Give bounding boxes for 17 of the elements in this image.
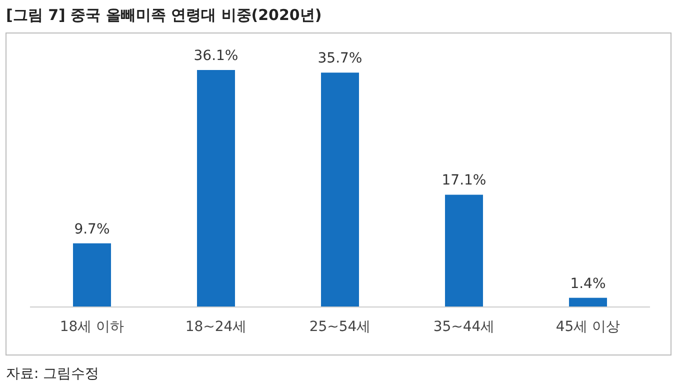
- x-tick-label: 25~54세: [309, 319, 371, 335]
- x-tick-label: 45세 이상: [556, 319, 620, 335]
- x-tick-label: 35~44세: [433, 319, 495, 335]
- bar: [569, 298, 607, 307]
- x-tick-label: 18~24세: [185, 319, 247, 335]
- data-label: 36.1%: [194, 48, 238, 64]
- bar: [321, 72, 359, 307]
- chart-title: [그림 7] 중국 올빼미족 연령대 비중(2020년): [6, 6, 322, 24]
- bar: [445, 194, 483, 307]
- data-label: 1.4%: [570, 276, 606, 292]
- x-tick-label: 18세 이하: [60, 319, 124, 335]
- data-label: 9.7%: [74, 221, 110, 238]
- bar: [197, 70, 235, 307]
- bar: [73, 243, 111, 307]
- text: 자료: 그림수정: [6, 366, 100, 382]
- data-label: 17.1%: [442, 172, 486, 189]
- data-label: 35.7%: [318, 50, 362, 67]
